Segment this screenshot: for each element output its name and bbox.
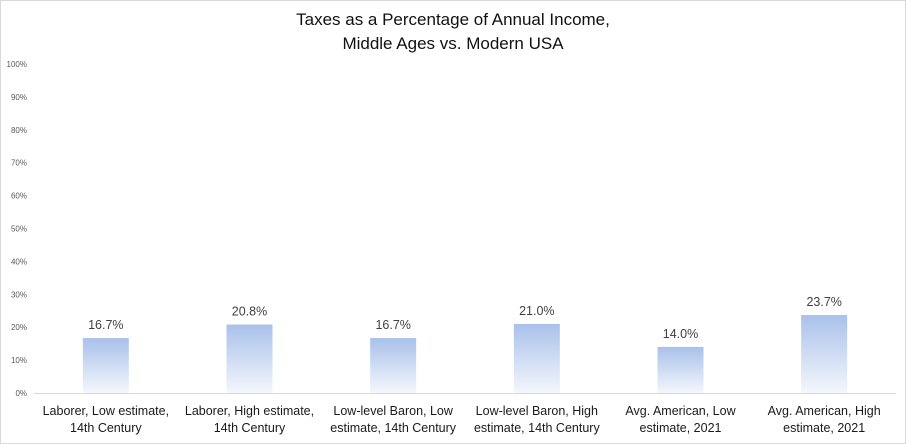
bar: [370, 338, 417, 393]
y-tick-label: 70%: [11, 159, 27, 168]
y-tick-label: 50%: [11, 225, 27, 234]
y-axis: 0% 10% 20% 30% 40% 50% 60% 70% 80% 90% 100%: [7, 60, 27, 398]
y-tick-label: 20%: [11, 323, 27, 332]
chart-title: Taxes as a Percentage of Annual Income, …: [0, 8, 906, 56]
y-tick-label: 10%: [11, 356, 27, 365]
x-tick-label: Low-level Baron, High estimate, 14th Cent…: [474, 404, 601, 435]
bar-series: 16.7% 20.8% 16.7% 21.0% 14.0% 23.7%: [82, 295, 848, 393]
y-tick-label: 100%: [7, 60, 27, 69]
y-tick-label: 60%: [11, 192, 27, 201]
y-tick-label: 30%: [11, 290, 27, 299]
data-label: 16.7%: [375, 318, 410, 332]
bar: [657, 346, 704, 393]
bar: [801, 315, 848, 393]
bar: [82, 338, 129, 393]
x-tick-label: Avg. American, High estimate, 2021: [768, 404, 881, 435]
chart-title-line-2: Middle Ages vs. Modern USA: [342, 34, 564, 53]
x-tick-label: Avg. American, Low estimate, 2021: [625, 404, 736, 435]
data-label: 23.7%: [806, 295, 841, 309]
data-label: 20.8%: [232, 305, 267, 319]
x-tick-label: Laborer, High estimate, 14th Century: [185, 404, 314, 435]
y-tick-label: 80%: [11, 126, 27, 135]
bar: [226, 324, 273, 393]
data-label: 16.7%: [88, 318, 123, 332]
data-label: 21.0%: [519, 304, 554, 318]
chart-title-line-1: Taxes as a Percentage of Annual Income,: [296, 10, 610, 29]
x-tick-label: Low-level Baron, Low estimate, 14th Centu…: [330, 404, 457, 435]
x-tick-label: Laborer, Low estimate, 14th Century: [43, 404, 169, 435]
data-label: 14.0%: [663, 327, 698, 341]
y-tick-label: 40%: [11, 257, 27, 266]
bar: [513, 323, 560, 393]
y-tick-label: 90%: [11, 93, 27, 102]
x-axis: Laborer, Low estimate, 14th Century Labore…: [34, 393, 896, 435]
y-tick-label: 0%: [15, 389, 27, 398]
